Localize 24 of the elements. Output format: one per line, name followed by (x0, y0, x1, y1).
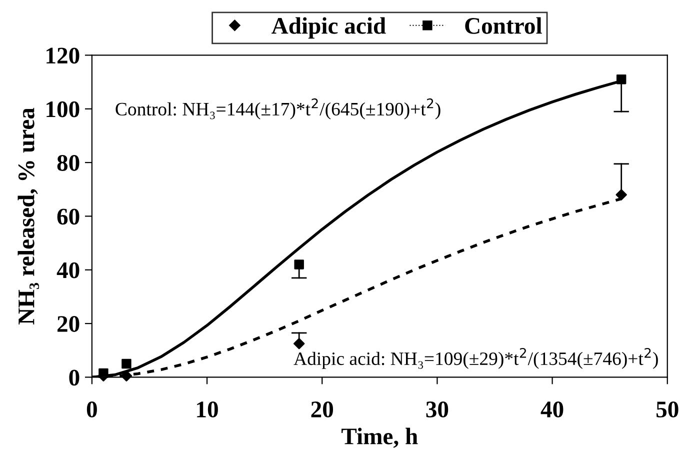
y-tick-label: 0 (69, 370, 80, 386)
point (294, 260, 304, 270)
x-axis-title: Time, h (342, 428, 418, 448)
point (293, 338, 305, 350)
x-tick-label: 40 (540, 401, 564, 418)
y-tick-label: 60 (57, 208, 80, 225)
legend-label: Adipic acid (272, 17, 386, 39)
point (616, 74, 626, 84)
y-tick-label: 40 (56, 262, 80, 278)
x-tick-label: 20 (311, 401, 334, 418)
y-axis-title: NH₃ released, % urea (18, 108, 40, 324)
y-tick-label: 80 (57, 155, 80, 171)
x-tick-label: 50 (656, 401, 678, 418)
x-tick-label: 30 (426, 401, 448, 418)
y-tick-label: 120 (46, 48, 80, 64)
y-tick-label: 100 (46, 101, 80, 118)
y-tick-label: 20 (58, 316, 80, 332)
legend-label: Control (465, 17, 542, 34)
point (616, 189, 627, 200)
point (122, 358, 132, 369)
x-tick-label: 0 (86, 401, 97, 418)
annotation: Adipic acid: NH₃=109(±29)*t$^{2}$/(1354(±746)+t$^{2}$) (294, 348, 658, 369)
annotation: Control: NH₃=144(±17)*t$^{2}$/(645(±190)+t$^{2}$) (116, 98, 440, 120)
x-tick-label: 10 (197, 401, 218, 418)
